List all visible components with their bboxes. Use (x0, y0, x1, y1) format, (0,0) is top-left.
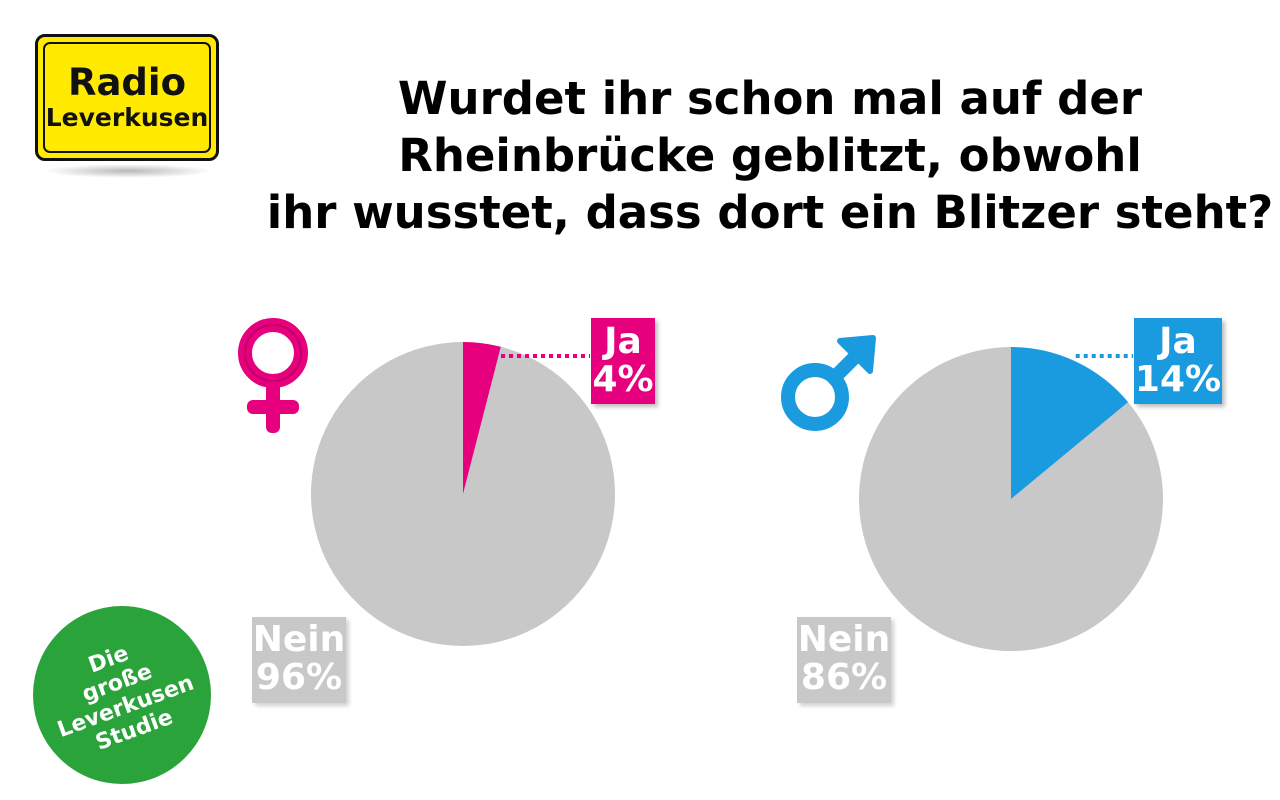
label-male-ja-value: 14% (1134, 359, 1222, 400)
label-male-nein-text: Nein (797, 619, 891, 660)
pie-female (310, 342, 615, 647)
logo-line-1: Radio (67, 60, 187, 104)
label-female-nein: Nein 96% (252, 617, 346, 703)
label-male-ja-text: Ja (1159, 321, 1197, 362)
page-title: Wurdet ihr schon mal auf der Rheinbrücke… (260, 70, 1280, 241)
male-symbol-icon (781, 335, 876, 431)
title-line-2: Rheinbrücke geblitzt, obwohl (398, 129, 1142, 182)
pie-slice-male-ja (1011, 347, 1129, 499)
female-symbol-icon (238, 318, 308, 433)
label-female-ja-value: 4% (592, 359, 654, 400)
study-badge: Die große Leverkusen Studie (33, 606, 211, 784)
logo-line-2: Leverkusen (45, 102, 209, 132)
logo-inner-border (43, 42, 211, 153)
label-male-nein: Nein 86% (797, 617, 891, 703)
pie-slice-female-ja (463, 342, 501, 494)
pie-slice-female-nein (310, 342, 615, 647)
label-female-nein-value: 96% (255, 657, 343, 698)
radio-leverkusen-logo: Radio Leverkusen (35, 34, 219, 178)
label-male-ja: Ja 14% (1134, 318, 1222, 404)
pie-male (859, 347, 1164, 652)
label-male-nein-value: 86% (800, 657, 888, 698)
logo-plate: Radio Leverkusen (35, 34, 219, 161)
label-female-nein-text: Nein (252, 619, 346, 660)
pie-slice-male-nein (859, 347, 1164, 652)
title-line-1: Wurdet ihr schon mal auf der (397, 72, 1143, 125)
logo-shadow (43, 164, 213, 178)
title-line-3: ihr wusstet, dass dort ein Blitzer steht… (266, 186, 1274, 239)
label-female-ja: Ja 4% (591, 318, 655, 404)
study-badge-text: Die große Leverkusen Studie (38, 624, 207, 767)
label-female-ja-text: Ja (604, 321, 642, 362)
